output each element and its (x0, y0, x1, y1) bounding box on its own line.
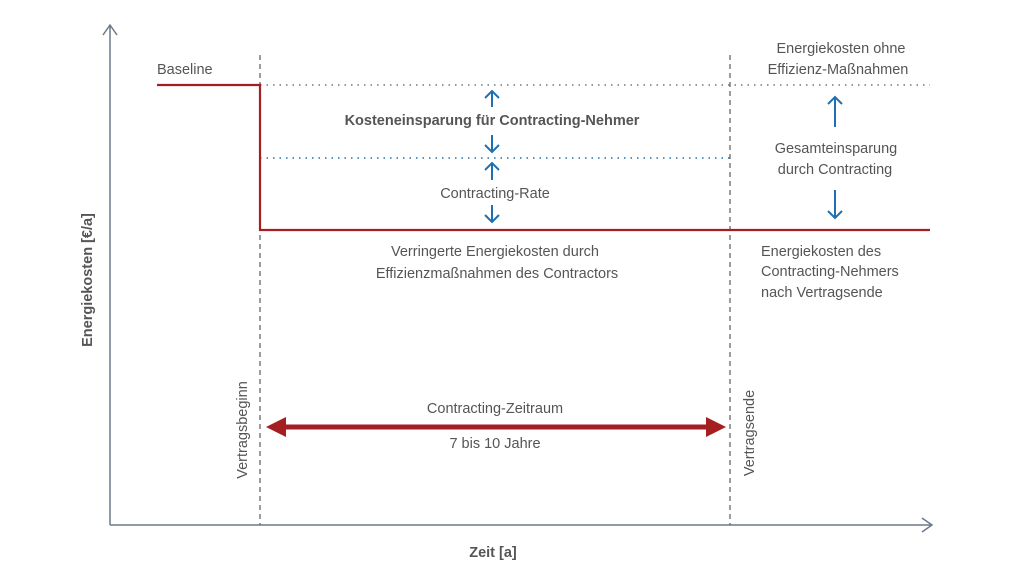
total-savings-label: Gesamteinsparung durch Contracting (775, 141, 902, 178)
savings-client-label: Kosteneinsparung für Contracting-Nehmer (345, 113, 640, 129)
arrow-up-icon (484, 89, 500, 107)
baseline-label: Baseline (157, 62, 213, 78)
y-axis (102, 23, 118, 525)
blue-arrows (484, 89, 843, 224)
arrow-down-icon (484, 135, 500, 154)
arrow-down-icon (484, 205, 500, 224)
period-label: Contracting-Zeitraum (427, 401, 563, 417)
costs-without-label: Energiekosten ohne Effizienz-Maßnahmen (768, 41, 910, 78)
contract-start-label: Vertragsbeginn (235, 381, 251, 479)
x-axis-label: Zeit [a] (469, 545, 517, 561)
period-duration-label: 7 bis 10 Jahre (449, 436, 540, 452)
axes (102, 23, 934, 533)
reduced-costs-label: Verringerte Energiekosten durch Effizien… (376, 244, 618, 282)
cost-line (157, 83, 930, 232)
arrow-down-icon (827, 190, 843, 220)
costs-after-label: Energiekosten des Contracting-Nehmers na… (761, 244, 903, 301)
arrow-up-icon (827, 95, 843, 127)
contracting-rate-label: Contracting-Rate (440, 186, 550, 202)
arrow-up-icon (484, 161, 500, 180)
y-axis-label: Energiekosten [€/a] (80, 213, 96, 347)
contract-end-label: Vertragsende (742, 390, 758, 476)
x-axis (110, 517, 934, 533)
